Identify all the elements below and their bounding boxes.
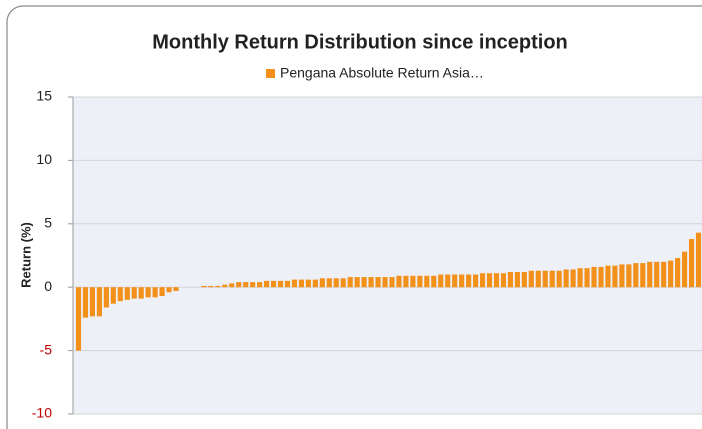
bar [319, 278, 325, 288]
y-tick-label: 5 [44, 215, 52, 231]
bar [305, 279, 311, 288]
bar [668, 260, 674, 288]
bar [486, 273, 493, 288]
bar [563, 269, 569, 288]
bar [584, 268, 590, 288]
bar [396, 275, 402, 288]
bar [514, 271, 520, 288]
bar [236, 282, 242, 288]
bar [452, 274, 458, 288]
bar [570, 269, 576, 288]
bar [591, 266, 597, 288]
bar [598, 266, 604, 288]
bar [284, 280, 291, 288]
bar [152, 287, 158, 298]
bar [675, 258, 681, 288]
bar [438, 274, 444, 288]
bar [361, 277, 367, 288]
bar [424, 275, 430, 288]
bar [682, 251, 688, 288]
y-tick-label: -10 [32, 405, 52, 421]
chart-title: Monthly Return Distribution since incept… [152, 31, 568, 53]
y-tick-label: -5 [40, 341, 53, 357]
bar [626, 264, 632, 288]
bar [445, 274, 451, 288]
bar [326, 278, 332, 288]
plot-area [72, 96, 702, 415]
bar [368, 277, 374, 288]
bar [75, 287, 82, 351]
bar [500, 273, 507, 288]
bar [82, 287, 89, 318]
legend-swatch [266, 69, 275, 78]
bar [96, 287, 102, 317]
bar [277, 280, 284, 288]
bar [215, 285, 221, 288]
bar [612, 265, 618, 288]
bar [619, 264, 625, 288]
bar [124, 287, 130, 300]
bar [208, 285, 214, 288]
bar [257, 282, 263, 288]
bar [521, 271, 527, 288]
bar [243, 282, 249, 288]
bar [389, 277, 395, 288]
bar [270, 280, 277, 288]
bar [103, 287, 109, 308]
bar [333, 278, 339, 288]
bar [298, 279, 304, 288]
bar [647, 261, 653, 288]
bar [89, 287, 95, 317]
bar [528, 270, 534, 288]
bar [473, 274, 479, 288]
bar [403, 275, 409, 288]
bar [173, 287, 179, 292]
bar [340, 278, 346, 288]
y-tick-label: 15 [36, 88, 52, 104]
bar [382, 277, 388, 288]
bar [605, 265, 611, 288]
bar [201, 285, 207, 288]
bar [354, 277, 360, 288]
y-tick-label: 0 [44, 278, 52, 294]
bar [493, 273, 500, 288]
bar [661, 261, 667, 288]
bar [250, 282, 256, 288]
bar [459, 274, 465, 288]
bar [166, 287, 172, 293]
y-axis-label: Return (%) [18, 222, 33, 288]
bar [291, 279, 298, 288]
bar [549, 270, 555, 288]
bar [556, 270, 562, 288]
legend-label: Pengana Absolute Return Asia… [280, 65, 484, 81]
bar [145, 287, 151, 298]
bar [375, 277, 381, 288]
y-tick-label: 10 [36, 151, 52, 167]
bar [347, 277, 353, 288]
bar [542, 270, 548, 288]
bar [479, 273, 486, 288]
bar [466, 274, 472, 288]
bar [159, 287, 165, 297]
bar [640, 263, 646, 288]
bar [577, 268, 583, 288]
bar [431, 275, 437, 288]
bar [410, 275, 416, 288]
bar [229, 283, 235, 288]
bar [688, 239, 695, 288]
bar [654, 261, 660, 288]
bar [507, 271, 513, 288]
bar [417, 275, 423, 288]
bar [312, 279, 318, 288]
bar [117, 287, 123, 302]
bar [633, 263, 639, 288]
bar [264, 280, 270, 288]
bar [695, 232, 702, 288]
bar [222, 284, 228, 288]
bar [110, 287, 116, 304]
bar [131, 287, 137, 299]
bar [535, 270, 541, 288]
bar [138, 287, 144, 299]
